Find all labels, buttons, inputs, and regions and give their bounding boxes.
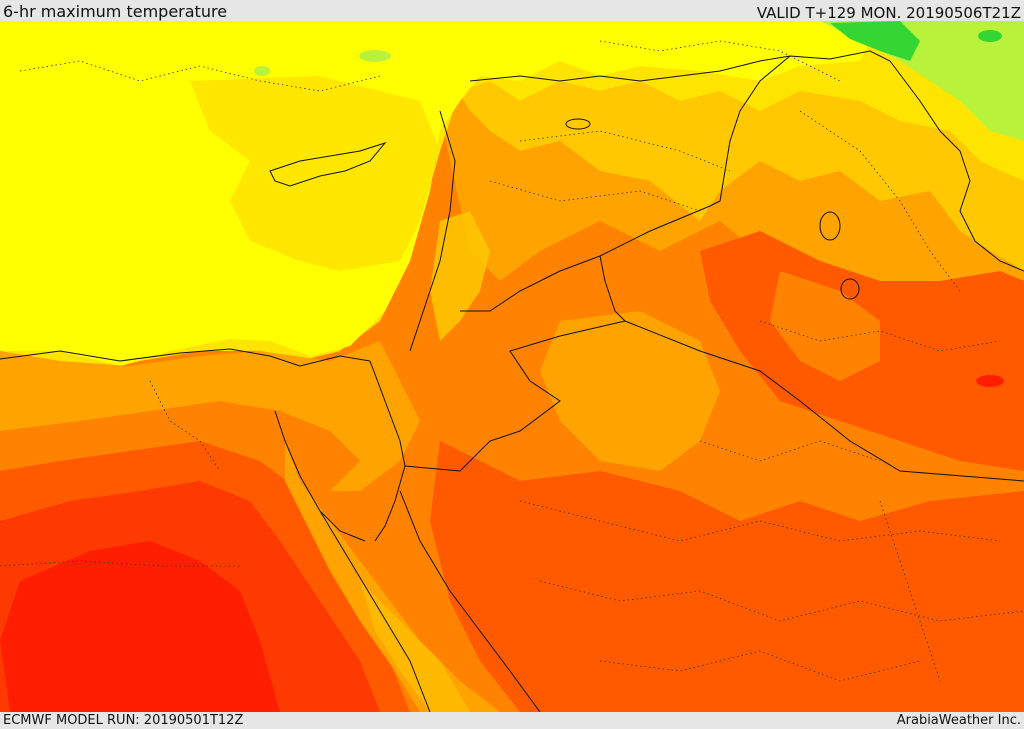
map-header: 6-hr maximum temperature VALID T+129 MON… — [0, 0, 1024, 21]
border-iran-iraq — [889, 60, 1024, 272]
field-dark-orange-saudi — [430, 441, 1024, 712]
border-sinai — [369, 360, 406, 467]
field-yellow-sea-inner — [190, 76, 440, 271]
valid-time: VALID T+129 MON. 20190506T21Z — [756, 4, 1021, 22]
map-title: 6-hr maximum temperature — [3, 2, 228, 21]
map-footer: ECMWF MODEL RUN: 20190501T12Z ArabiaWeat… — [0, 712, 1024, 729]
field-gold-jordan — [430, 211, 490, 341]
coast-red-sea-west — [319, 510, 431, 712]
field-green-spot-1 — [978, 30, 1002, 42]
field-light-orange-nafud — [540, 311, 720, 471]
border-iraq-saudi — [624, 320, 1024, 482]
lake-tharthar — [819, 211, 841, 241]
coast-cyprus — [269, 142, 387, 187]
field-gold-north — [440, 61, 1024, 271]
coast-gulf-suez — [274, 410, 366, 542]
model-run: ECMWF MODEL RUN: 20190501T12Z — [3, 713, 244, 728]
field-light-green-ne — [820, 21, 1024, 141]
lake-assad — [565, 118, 591, 130]
field-red-sea-inner — [360, 581, 470, 712]
temperature-map — [0, 21, 1024, 712]
border-jordan-iraq — [599, 255, 626, 322]
coast-red-sea-east — [399, 490, 541, 712]
border-syria-jordan — [460, 255, 601, 312]
credit: ArabiaWeather Inc. — [896, 713, 1021, 728]
border-turkey-syria — [469, 50, 891, 82]
border-jordan-saudi — [404, 320, 626, 472]
lake-razzaza — [840, 278, 860, 300]
coast-egypt — [0, 348, 371, 367]
field-red-egypt — [0, 541, 280, 712]
field-green-ne — [830, 21, 920, 61]
border-syria-iraq — [599, 55, 791, 257]
coast-gulf-aqaba — [374, 465, 406, 542]
field-red-spot-iraq — [976, 375, 1004, 387]
border-levant-coast — [409, 110, 456, 352]
field-green-spot-3 — [254, 66, 270, 76]
field-green-spot-2 — [359, 50, 391, 62]
field-orange-iraq-core — [770, 271, 880, 381]
